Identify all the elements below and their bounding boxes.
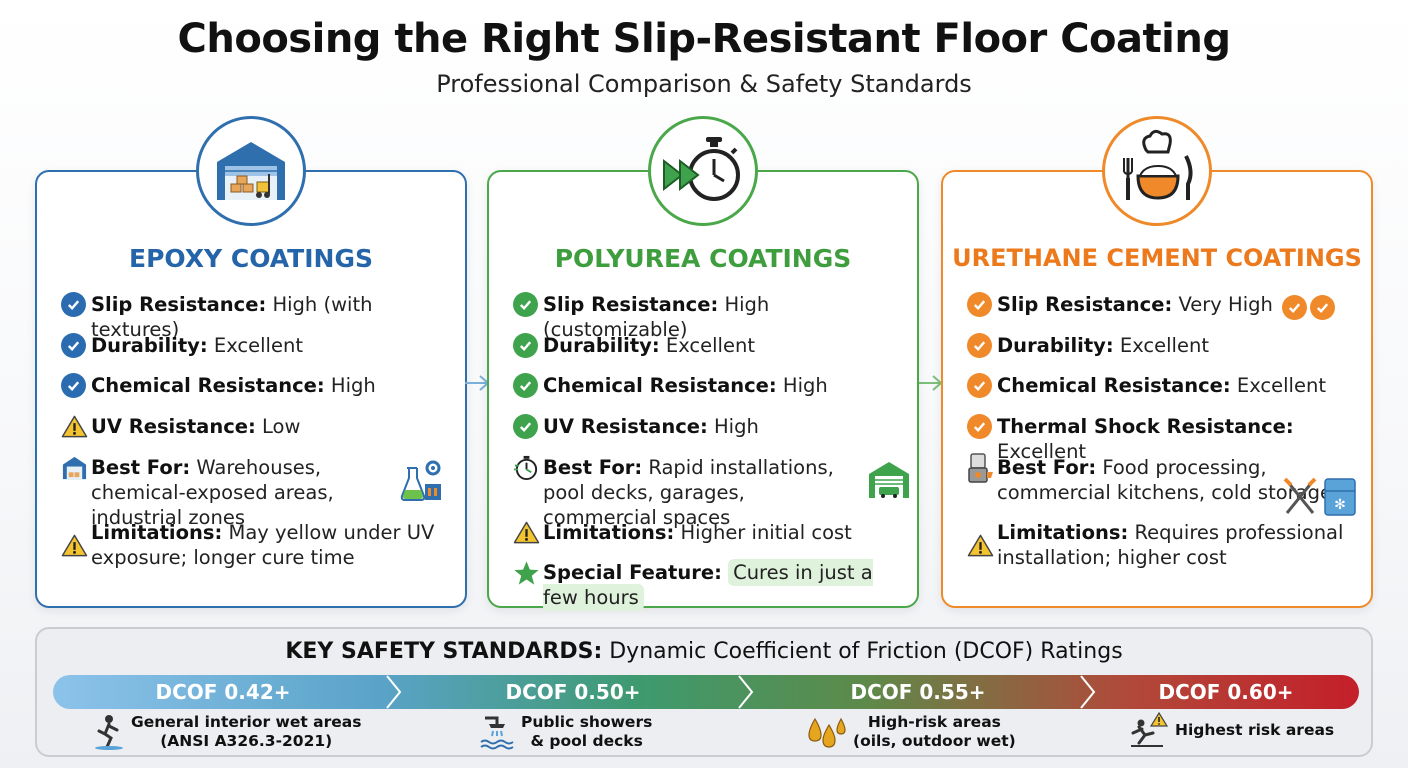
warning-icon [513,521,540,544]
chevron-right-icon [738,675,754,709]
list-item: Limitations: Requires professional insta… [967,520,1357,570]
check-icon [61,373,86,398]
check-icon [967,292,992,317]
polyurea-card: POLYUREA COATINGS Slip Resistance: High … [487,116,919,611]
list-item: Limitations: May yellow under UV exposur… [61,520,451,570]
card-title: EPOXY COATINGS [129,244,373,273]
utensils-fridge-icon: ✻ [1283,477,1356,516]
list-item: Durability: Excellent [513,333,903,358]
dcof-label: Highest risk areas [1129,711,1334,749]
chef-plate-icon [1102,116,1212,226]
dcof-label: General interior wet areas (ANSI A326.3-2… [93,713,361,751]
warehouse-icon [62,456,87,480]
list-item: Best For: Rapid installations, pool deck… [513,455,853,530]
card-title: URETHANE CEMENT COATINGS [952,244,1362,272]
list-item: Chemical Resistance: High [61,373,451,398]
check-icon [513,292,538,317]
dcof-label: Public showers & pool decks [479,713,652,751]
list-item: Durability: Excellent [967,333,1357,358]
dcof-rating: DCOF 0.42+ [155,680,291,704]
warehouse-icon [196,116,306,226]
chevron-right-icon [386,675,402,709]
check-icon [967,373,992,398]
card-title: POLYUREA COATINGS [554,244,852,273]
warning-icon [61,415,88,438]
check-icon [513,373,538,398]
dcof-rating: DCOF 0.60+ [1158,680,1294,704]
safety-title: KEY SAFETY STANDARDS: Dynamic Coefficien… [285,639,1123,664]
dcof-rating: DCOF 0.55+ [850,680,986,704]
garage-icon [869,462,909,498]
wet-floor-person-icon [95,715,123,750]
check-icon [61,292,86,317]
shower-icon [480,716,514,750]
list-item: UV Resistance: Low [61,414,451,439]
safety-standards-panel: KEY SAFETY STANDARDS: Dynamic Coefficien… [35,627,1373,757]
list-item: Best For: Food processing, commercial ki… [967,452,1357,505]
page-title: Choosing the Right Slip-Resistant Floor … [177,16,1231,62]
check-icon [1310,295,1336,320]
list-item: UV Resistance: High [513,414,903,439]
fast-forward-stopwatch-icon [648,116,758,226]
list-item: Best For: Warehouses, chemical-exposed a… [61,455,395,530]
page-subtitle: Professional Comparison & Safety Standar… [436,70,972,98]
chevron-right-icon [1080,675,1096,709]
slip-warning-icon [1131,711,1169,747]
check-icon [513,414,538,439]
check-icon [513,333,538,358]
check-icon [967,414,992,439]
list-item: Durability: Excellent [61,333,451,358]
check-icon [1282,295,1308,320]
list-item: Slip Resistance: High (with textures) [61,292,451,342]
star-icon [514,560,539,585]
oil-drops-icon [808,717,846,748]
arrow-right-icon [918,375,943,391]
check-icon [967,333,992,358]
list-item: Slip Resistance: Very High [967,292,1357,320]
dcof-rating: DCOF 0.50+ [505,680,641,704]
warning-icon [967,534,994,556]
food-processor-icon [968,452,993,483]
warning-icon [61,534,88,556]
list-item: Limitations: Higher initial cost [513,520,903,545]
urethane-card: URETHANE CEMENT COATINGS Slip Resistance… [941,116,1373,608]
svg-text:✻: ✻ [1334,497,1346,513]
stopwatch-icon [513,455,538,481]
list-item: Special Feature: Cures in just a few hou… [513,559,903,611]
list-item: Thermal Shock Resistance: Excellent [967,414,1357,464]
epoxy-card: EPOXY COATINGS Slip Resistance: High (wi… [35,116,467,608]
list-item: Chemical Resistance: Excellent [967,373,1357,398]
dcof-scale-bar: DCOF 0.42+ DCOF 0.50+ DCOF 0.55+ DCOF 0.… [53,675,1359,709]
list-item: Slip Resistance: High (customizable) [513,292,903,342]
check-icon [61,333,86,358]
chemical-flask-icon [400,460,441,501]
list-item: Chemical Resistance: High [513,373,903,398]
dcof-label: High-risk areas (oils, outdoor wet) [807,713,1016,751]
